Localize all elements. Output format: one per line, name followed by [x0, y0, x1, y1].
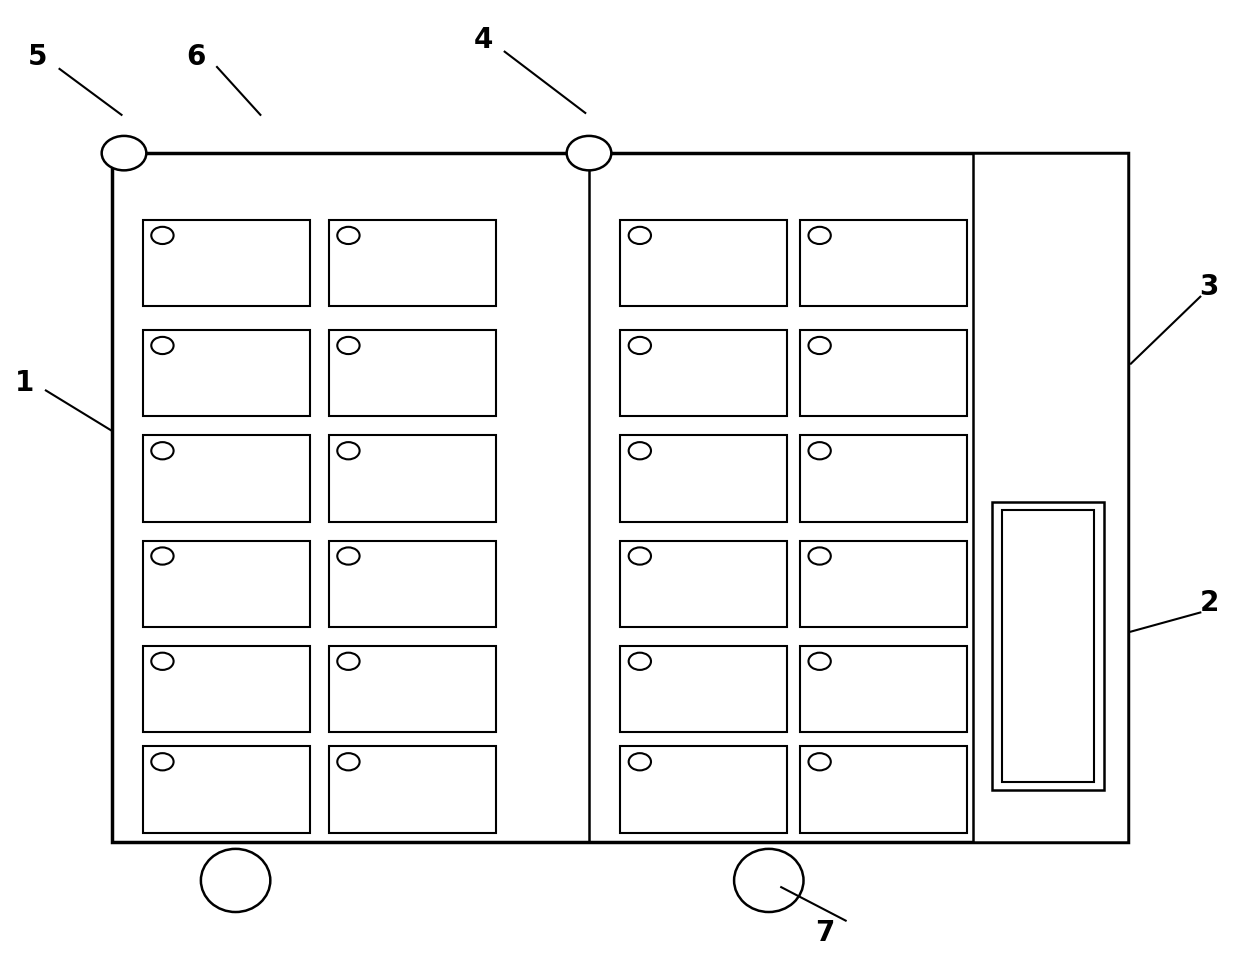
Bar	[329, 220, 496, 306]
Circle shape	[337, 753, 360, 770]
Circle shape	[151, 442, 174, 459]
Bar	[620, 435, 787, 522]
Circle shape	[808, 442, 831, 459]
Bar	[620, 646, 787, 732]
Bar	[143, 220, 310, 306]
Circle shape	[337, 337, 360, 354]
Circle shape	[337, 227, 360, 244]
Bar	[973, 153, 1128, 842]
Bar	[329, 646, 496, 732]
Circle shape	[629, 547, 651, 565]
Circle shape	[629, 753, 651, 770]
Circle shape	[808, 653, 831, 670]
Bar	[800, 435, 967, 522]
Text: 1: 1	[15, 368, 35, 397]
Bar	[143, 330, 310, 416]
Bar	[329, 330, 496, 416]
Bar	[329, 746, 496, 833]
Circle shape	[102, 136, 146, 170]
Circle shape	[808, 547, 831, 565]
Circle shape	[629, 442, 651, 459]
Bar	[329, 435, 496, 522]
Circle shape	[151, 547, 174, 565]
Circle shape	[567, 136, 611, 170]
Bar	[800, 646, 967, 732]
Circle shape	[629, 337, 651, 354]
Circle shape	[337, 547, 360, 565]
Bar	[800, 746, 967, 833]
Circle shape	[151, 337, 174, 354]
Circle shape	[151, 653, 174, 670]
Text: 2: 2	[1199, 589, 1219, 617]
Circle shape	[337, 653, 360, 670]
Bar	[329, 541, 496, 627]
Bar	[620, 220, 787, 306]
Bar	[143, 646, 310, 732]
Ellipse shape	[734, 849, 804, 912]
Text: 3: 3	[1199, 273, 1219, 301]
Circle shape	[151, 753, 174, 770]
Bar	[992, 502, 1104, 790]
Bar	[800, 330, 967, 416]
Text: 6: 6	[186, 43, 206, 72]
Bar	[620, 541, 787, 627]
Bar	[800, 220, 967, 306]
Bar	[143, 541, 310, 627]
Circle shape	[629, 227, 651, 244]
Bar	[1002, 510, 1094, 782]
Circle shape	[808, 227, 831, 244]
Circle shape	[808, 753, 831, 770]
Text: 4: 4	[474, 26, 494, 55]
Text: 7: 7	[815, 919, 835, 947]
Bar	[143, 435, 310, 522]
Bar	[143, 746, 310, 833]
Text: 5: 5	[27, 43, 47, 72]
Circle shape	[337, 442, 360, 459]
Ellipse shape	[201, 849, 270, 912]
Circle shape	[151, 227, 174, 244]
Bar	[620, 746, 787, 833]
Bar	[800, 541, 967, 627]
Circle shape	[629, 653, 651, 670]
Bar	[112, 153, 1128, 842]
Bar	[620, 330, 787, 416]
Circle shape	[808, 337, 831, 354]
